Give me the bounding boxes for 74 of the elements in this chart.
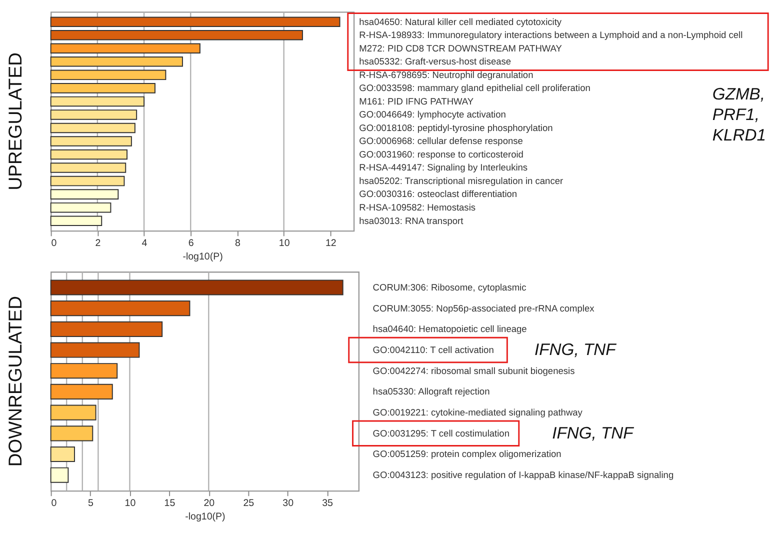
x-tick-label: 30: [282, 498, 294, 509]
bar: [50, 16, 340, 27]
x-tick-label: 8: [235, 238, 240, 249]
bar: [50, 56, 183, 67]
text: GZMB, PRF1, KLRD1: [712, 84, 766, 145]
bar: [50, 162, 126, 173]
bar: [50, 202, 112, 213]
bar: [50, 446, 75, 462]
text: IFNG, TNF: [552, 423, 634, 442]
y-tick-label: hsa05332: Graft-versus-host disease: [359, 56, 512, 67]
y-tick-label: GO:0018108: peptidyl-tyrosine phosphorylation: [359, 122, 553, 133]
y-tick-label: hsa03013: RNA transport: [359, 216, 464, 226]
y-tick-label: GO:0051259: protein complex oligomerization: [372, 449, 562, 460]
bar: [50, 136, 132, 146]
x-tick-label: 6: [188, 238, 194, 249]
y-tick-label: GO:0006968: cellular defense response: [359, 136, 523, 146]
y-tick-label: hsa04650: Natural killer cell mediated cytotoxicity: [359, 16, 562, 27]
text: IFNG, TNF: [534, 340, 617, 359]
bar: [50, 300, 190, 316]
bar: [50, 176, 125, 186]
bar: [50, 110, 138, 120]
y-tick-label: M272: PID CD8 TCR DOWNSTREAM PATHWAY: [359, 43, 562, 54]
bar: [50, 384, 113, 400]
y-tick-label: CORUM:3055: Nop56p-associated pre-rRNA complex: [372, 303, 595, 314]
text: DOWNREGULATED: [4, 296, 26, 467]
bar: [50, 83, 156, 94]
y-tick-label: R-HSA-109582: Hemostasis: [359, 202, 476, 213]
bar: [50, 149, 128, 160]
bar: [50, 467, 69, 483]
y-tick-label: GO:0033598: mammary gland epithelial cell proliferation: [359, 83, 590, 94]
y-tick-label: hsa05202: Transcriptional misregulation in cancer: [359, 176, 564, 186]
bar: [50, 30, 303, 40]
bar: [50, 363, 118, 379]
bar: [50, 189, 119, 200]
y-tick-label: R-HSA-198933: Immunoregulatory interactions between a Lymphoid and a non-Lymphoid cell: [359, 30, 743, 40]
y-tick-label: CORUM:306: Ribosome, cytoplasmic: [372, 282, 527, 292]
x-tick-label: 25: [243, 498, 255, 509]
y-tick-label: R-HSA-449147: Signaling by Interleukins: [359, 162, 528, 173]
y-tick-label: GO:0042274: ribosomal small subunit biogenesis: [372, 366, 576, 376]
x-tick-label: 4: [142, 238, 148, 249]
bar: [50, 216, 102, 226]
y-tick-label: GO:0031960: response to corticosteroid: [359, 149, 524, 160]
bar: [50, 280, 344, 296]
x-tick-label: 0: [51, 238, 58, 249]
x-axis-title: -log10(P): [185, 512, 226, 523]
x-tick-label: 10: [278, 238, 290, 249]
y-tick-label: GO:0030316: osteoclast differentiation: [359, 189, 518, 200]
x-tick-label: 35: [322, 498, 334, 509]
x-tick-label: 10: [124, 498, 136, 509]
y-tick-label: GO:0046649: lymphocyte activation: [359, 110, 506, 120]
y-tick-label: GO:0031295: T cell costimulation: [372, 428, 510, 438]
x-tick-label: 20: [204, 498, 216, 509]
bar: [50, 342, 140, 358]
y-tick-label: hsa05330: Allograft rejection: [372, 386, 490, 397]
x-tick-label: 0: [51, 498, 58, 509]
bar: [50, 426, 94, 442]
bar: [50, 321, 163, 337]
y-tick-label: GO:0043123: positive regulation of I-kappaB kinase/NF-kappaB signaling: [372, 470, 674, 480]
bar: [50, 404, 96, 420]
x-tick-label: 2: [95, 238, 101, 249]
x-tick-label: 15: [164, 498, 176, 509]
x-tick-label: 12: [326, 238, 336, 249]
y-tick-label: hsa04640: Hematopoietic cell lineage: [372, 324, 527, 334]
y-tick-label: GO:0019221: cytokine-mediated signaling pathway: [372, 407, 583, 418]
x-axis-title: -log10(P): [182, 252, 223, 263]
bar: [50, 96, 145, 107]
bar: [50, 43, 200, 54]
bar: [50, 122, 136, 134]
x-tick-label: 5: [88, 498, 94, 509]
bar: [50, 70, 166, 80]
y-tick-label: GO:0042110: T cell activation: [372, 344, 494, 355]
y-tick-label: M161: PID IFNG PATHWAY: [359, 96, 474, 106]
y-tick-label: R-HSA-6798695: Neutrophil degranulation: [359, 70, 534, 80]
text: UPREGULATED: [4, 52, 26, 190]
